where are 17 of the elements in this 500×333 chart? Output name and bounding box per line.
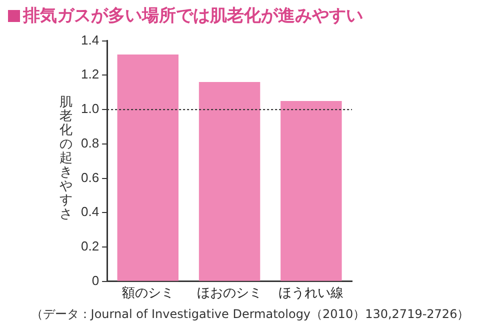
bar [117, 54, 179, 281]
y-tick-label: 0.8 [80, 135, 100, 150]
y-tick-label: 0 [92, 272, 100, 288]
y-tick-label: 0.2 [80, 238, 100, 254]
y-tick-label: 1.0 [80, 101, 100, 116]
y-tick-label: 1.2 [80, 66, 100, 82]
bar [280, 100, 342, 281]
y-tick-label: 0.4 [80, 204, 100, 220]
y-tick-label: 1.4 [80, 32, 100, 48]
x-tick-label: ほおのシミ [197, 284, 262, 300]
bar [198, 82, 260, 281]
y-tick-label: 0.6 [80, 170, 100, 185]
chart-title: 排気ガスが多い場所では肌老化が進みやすい [23, 5, 363, 27]
x-tick-label: 額のシミ [122, 284, 174, 300]
x-tick-label: ほうれい線 [278, 284, 344, 300]
text: 肌老化の起きやすさ [60, 95, 72, 222]
text: （データ：Journal of Investigative Dermatology（2010）130,2719-2726） [30, 306, 470, 323]
